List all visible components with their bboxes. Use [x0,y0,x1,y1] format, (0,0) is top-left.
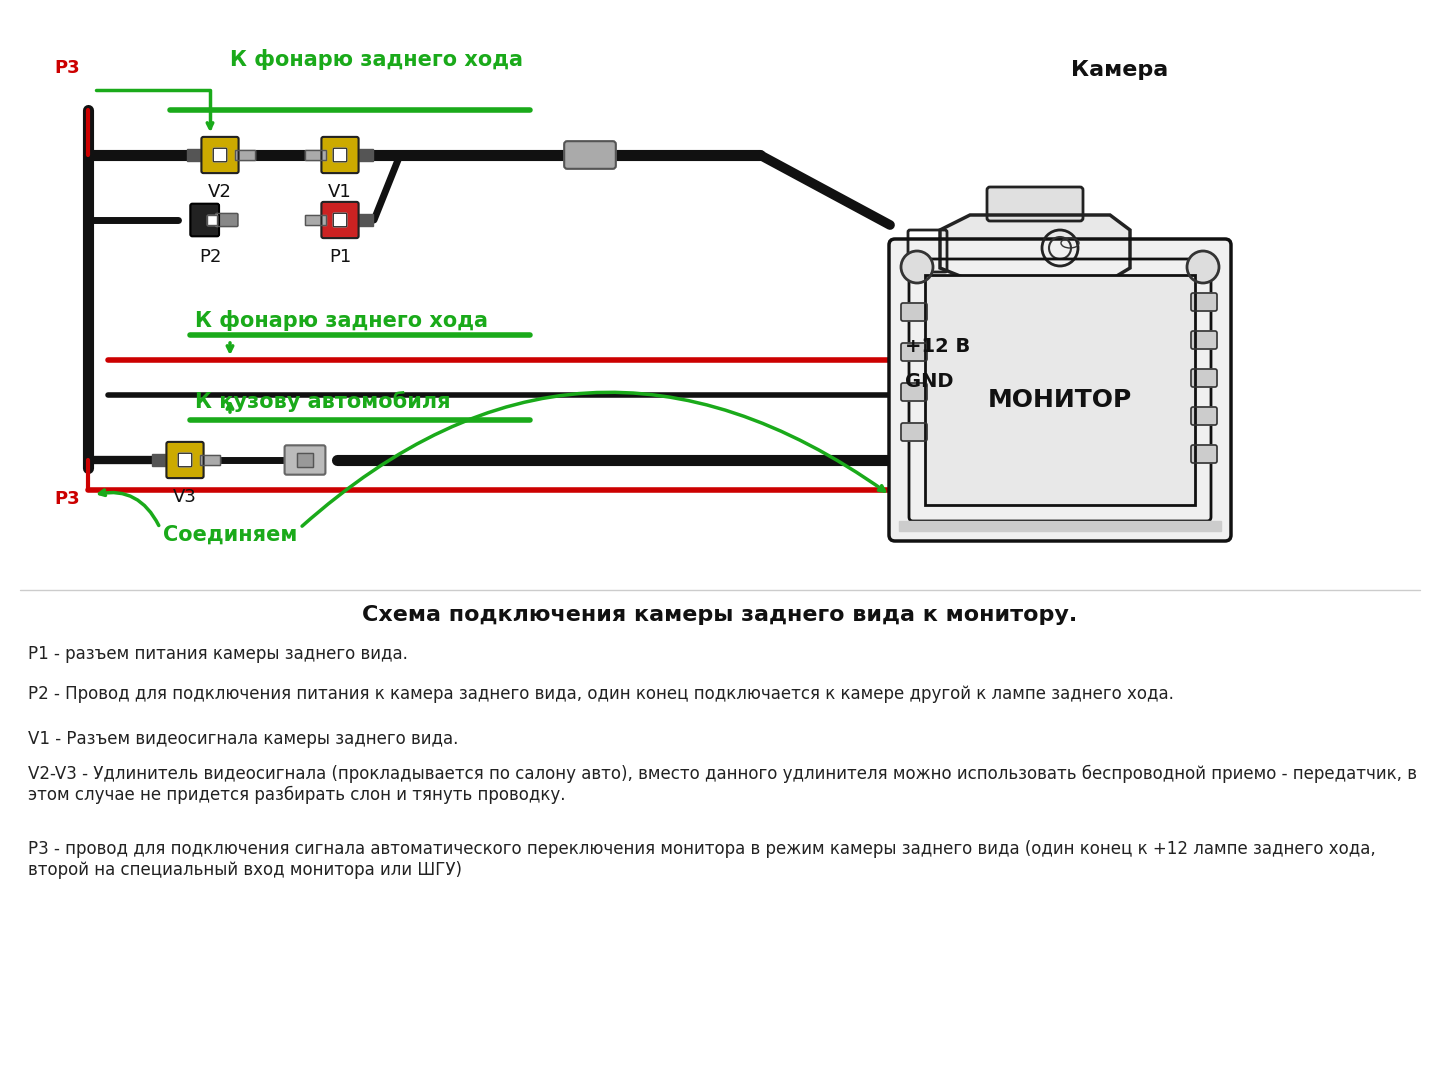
Bar [207,215,217,225]
FancyBboxPatch shape [202,137,239,173]
FancyBboxPatch shape [216,213,238,226]
FancyBboxPatch shape [986,187,1083,221]
Bar [924,276,1195,505]
Text: Камера: Камера [1071,60,1169,80]
Bar [305,150,325,160]
Bar [200,456,220,464]
FancyBboxPatch shape [1191,445,1217,463]
Bar [305,150,325,160]
FancyBboxPatch shape [901,343,927,361]
FancyBboxPatch shape [285,445,325,475]
FancyBboxPatch shape [333,213,347,227]
FancyBboxPatch shape [213,148,226,162]
Text: P3: P3 [55,59,81,77]
Bar [924,276,1195,505]
FancyBboxPatch shape [1191,407,1217,425]
FancyBboxPatch shape [1191,369,1217,387]
Text: Соединяем: Соединяем [163,525,297,545]
FancyBboxPatch shape [901,423,927,441]
Bar [357,214,373,226]
Bar [207,215,217,225]
FancyBboxPatch shape [564,142,616,168]
Text: P3 - провод для подключения сигнала автоматического переключения монитора в режи: P3 - провод для подключения сигнала авто… [27,840,1375,879]
Circle shape [901,251,933,283]
Text: P1: P1 [328,248,351,266]
FancyBboxPatch shape [1191,331,1217,349]
Text: V2: V2 [207,183,232,202]
Polygon shape [940,215,1130,280]
Text: Схема подключения камеры заднего вида к монитору.: Схема подключения камеры заднего вида к … [363,605,1077,625]
Text: V2-V3 - Удлинитель видеосигнала (прокладывается по салону авто), вместо данного : V2-V3 - Удлинитель видеосигнала (проклад… [27,765,1417,804]
Bar [187,149,203,161]
FancyBboxPatch shape [901,303,927,321]
Text: К кузову автомобиля: К кузову автомобиля [194,391,451,412]
Bar [899,521,1221,531]
Text: МОНИТОР: МОНИТОР [988,388,1132,412]
Bar [297,453,312,467]
Text: P3: P3 [55,490,81,508]
FancyBboxPatch shape [901,383,927,401]
Bar [305,215,325,225]
FancyBboxPatch shape [179,453,192,466]
Text: P2 - Провод для подключения питания к камера заднего вида, один конец подключает: P2 - Провод для подключения питания к ка… [27,685,1174,703]
Bar [357,149,373,161]
Text: V1 - Разъем видеосигнала камеры заднего вида.: V1 - Разъем видеосигнала камеры заднего … [27,730,458,748]
Bar [235,150,255,160]
FancyBboxPatch shape [333,148,347,162]
Bar [200,456,220,464]
Bar [235,150,255,160]
Text: V3: V3 [173,488,197,506]
Bar [297,453,312,467]
Bar [305,215,325,225]
Circle shape [1187,251,1220,283]
FancyBboxPatch shape [1191,293,1217,311]
FancyBboxPatch shape [190,204,219,236]
Text: V1: V1 [328,183,351,202]
Bar [153,455,168,465]
FancyBboxPatch shape [321,202,359,238]
Text: К фонарю заднего хода: К фонарю заднего хода [194,310,488,331]
Text: К фонарю заднего хода: К фонарю заднего хода [230,49,523,71]
FancyBboxPatch shape [888,239,1231,541]
FancyBboxPatch shape [321,137,359,173]
FancyBboxPatch shape [167,442,203,478]
Text: GND: GND [904,372,953,391]
Text: P1 - разъем питания камеры заднего вида.: P1 - разъем питания камеры заднего вида. [27,645,408,662]
Text: P2: P2 [199,248,222,266]
Text: +12 В: +12 В [904,337,971,356]
